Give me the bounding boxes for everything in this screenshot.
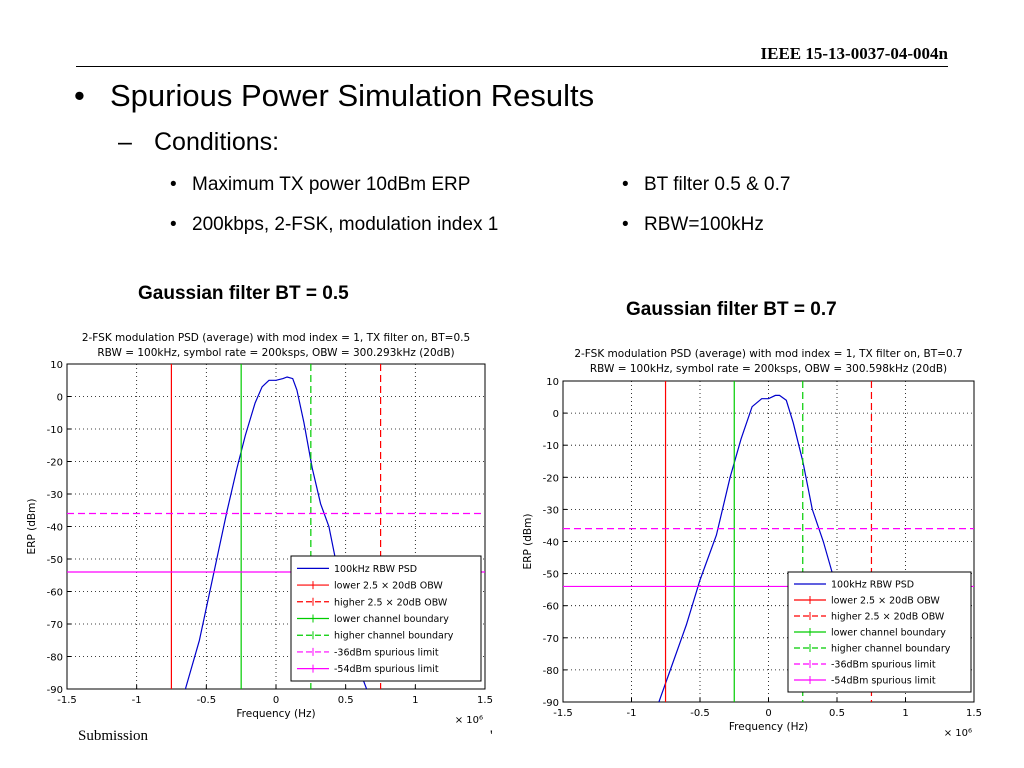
footer-mark: ' xyxy=(490,728,493,744)
x-tick-label: -1.5 xyxy=(57,695,77,706)
y-tick-label: 0 xyxy=(553,409,559,420)
legend-label: -54dBm spurious limit xyxy=(831,676,936,687)
legend-label: lower channel boundary xyxy=(334,614,449,625)
y-tick-label: -50 xyxy=(543,570,559,581)
y-tick-label: -70 xyxy=(47,620,63,631)
x-tick-label: 1.5 xyxy=(477,695,493,706)
bullet-marker: • xyxy=(170,174,177,195)
condition-text: BT filter 0.5 & 0.7 xyxy=(644,174,791,195)
y-tick-label: -90 xyxy=(47,685,63,696)
y-tick-label: 0 xyxy=(57,393,63,404)
condition-text: RBW=100kHz xyxy=(644,214,764,235)
condition-item: • BT filter 0.5 & 0.7 xyxy=(622,174,790,196)
legend-label: -36dBm spurious limit xyxy=(334,647,439,658)
y-tick-label: -30 xyxy=(543,505,559,516)
y-tick-label: 10 xyxy=(50,360,63,371)
y-tick-label: -90 xyxy=(543,698,559,709)
legend-box xyxy=(290,555,482,682)
chart-caption-bt05: Gaussian filter BT = 0.5 xyxy=(138,283,349,304)
y-tick-label: -70 xyxy=(543,634,559,645)
legend-label: higher 2.5 × 20dB OBW xyxy=(334,597,448,608)
x-tick-label: 0 xyxy=(273,695,279,706)
document-id: IEEE 15-13-0037-04-004n xyxy=(760,44,948,63)
x-axis-exponent: × 10⁶ xyxy=(944,728,972,739)
x-tick-label: 0.5 xyxy=(338,695,354,706)
chart-title: 2-FSK modulation PSD (average) with mod … xyxy=(82,332,470,344)
legend-label: 100kHz RBW PSD xyxy=(831,580,914,591)
legend-label: -54dBm spurious limit xyxy=(334,664,439,675)
legend-label: higher channel boundary xyxy=(831,644,951,655)
y-tick-label: -10 xyxy=(47,425,63,436)
y-tick-label: -80 xyxy=(47,653,63,664)
x-tick-label: -1 xyxy=(132,695,142,706)
psd-chart-bt05: 2-FSK modulation PSD (average) with mod … xyxy=(14,326,496,726)
y-tick-label: -80 xyxy=(543,666,559,677)
condition-text: 200kbps, 2-FSK, modulation index 1 xyxy=(192,214,499,235)
y-tick-label: -10 xyxy=(543,441,559,452)
x-axis-label: Frequency (Hz) xyxy=(729,721,808,733)
dash-marker: – xyxy=(118,128,132,156)
chart-title: 2-FSK modulation PSD (average) with mod … xyxy=(574,348,962,360)
y-tick-label: -20 xyxy=(543,473,559,484)
condition-item: • 200kbps, 2-FSK, modulation index 1 xyxy=(170,214,498,236)
slide-subtitle: – Conditions: xyxy=(118,128,279,157)
y-tick-label: -40 xyxy=(47,523,63,534)
condition-text: Maximum TX power 10dBm ERP xyxy=(192,174,471,195)
legend-label: lower channel boundary xyxy=(831,628,946,639)
y-tick-label: -60 xyxy=(543,602,559,613)
legend-label: lower 2.5 × 20dB OBW xyxy=(831,596,940,607)
x-tick-label: 1.5 xyxy=(966,708,982,719)
bullet-marker: • xyxy=(622,174,629,195)
y-tick-label: -50 xyxy=(47,555,63,566)
x-tick-label: 1 xyxy=(412,695,418,706)
x-tick-label: 1 xyxy=(902,708,908,719)
bullet-marker: • xyxy=(622,214,629,235)
chart-caption-bt07: Gaussian filter BT = 0.7 xyxy=(626,299,837,320)
footer-submission: Submission xyxy=(78,728,149,744)
condition-item: • RBW=100kHz xyxy=(622,214,764,236)
condition-item: • Maximum TX power 10dBm ERP xyxy=(170,174,470,196)
bullet-marker: • xyxy=(170,214,177,235)
y-tick-label: -40 xyxy=(543,538,559,549)
psd-curve xyxy=(184,376,368,689)
slide-title-text: Spurious Power Simulation Results xyxy=(110,78,595,113)
y-tick-label: -60 xyxy=(47,588,63,599)
y-tick-label: 10 xyxy=(546,377,559,388)
chart-subtitle: RBW = 100kHz, symbol rate = 200ksps, OBW… xyxy=(590,363,947,375)
x-axis-label: Frequency (Hz) xyxy=(236,708,315,720)
x-tick-label: -1.5 xyxy=(553,708,573,719)
legend-label: higher 2.5 × 20dB OBW xyxy=(831,612,945,623)
legend-label: higher channel boundary xyxy=(334,631,454,642)
legend-label: lower 2.5 × 20dB OBW xyxy=(334,581,443,592)
x-tick-label: -0.5 xyxy=(690,708,710,719)
y-axis-label: ERP (dBm) xyxy=(522,514,534,570)
x-tick-label: 0 xyxy=(765,708,771,719)
x-tick-label: -0.5 xyxy=(197,695,217,706)
y-axis-label: ERP (dBm) xyxy=(26,499,38,555)
slide-subtitle-text: Conditions: xyxy=(154,128,280,156)
psd-curve xyxy=(658,394,845,702)
x-axis-exponent: × 10⁶ xyxy=(455,715,483,726)
chart-subtitle: RBW = 100kHz, symbol rate = 200ksps, OBW… xyxy=(97,347,454,359)
slide-title: • Spurious Power Simulation Results xyxy=(74,78,594,114)
x-tick-label: 0.5 xyxy=(829,708,845,719)
legend-label: -36dBm spurious limit xyxy=(831,660,936,671)
y-tick-label: -20 xyxy=(47,458,63,469)
y-tick-label: -30 xyxy=(47,490,63,501)
x-tick-label: -1 xyxy=(627,708,637,719)
psd-chart-bt07: 2-FSK modulation PSD (average) with mod … xyxy=(510,342,988,742)
bullet-marker: • xyxy=(74,78,85,113)
legend-label: 100kHz RBW PSD xyxy=(334,564,417,575)
header-rule xyxy=(76,66,948,67)
